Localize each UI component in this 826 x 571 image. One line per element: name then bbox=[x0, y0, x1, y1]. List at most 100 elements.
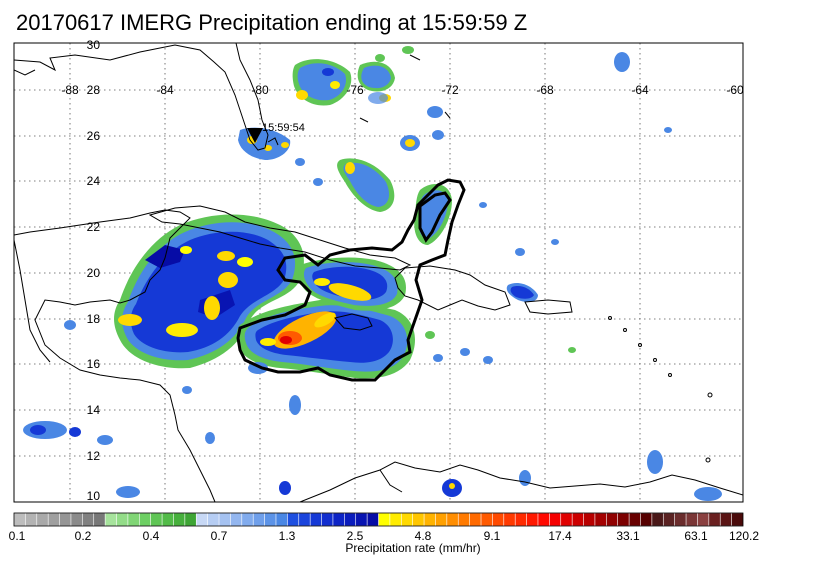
colorbar-swatch bbox=[287, 512, 300, 527]
colorbar-swatch bbox=[606, 512, 619, 527]
lat-label: 12 bbox=[87, 449, 101, 463]
colorbar-swatch bbox=[344, 512, 357, 527]
colorbar-swatch bbox=[378, 512, 391, 527]
colorbar-swatch bbox=[332, 512, 345, 527]
colorbar-swatch bbox=[309, 512, 323, 527]
lat-label: 16 bbox=[87, 357, 101, 371]
colorbar-swatch bbox=[640, 512, 653, 527]
colorbar-swatch bbox=[366, 512, 380, 527]
colorbar-swatch bbox=[719, 512, 733, 527]
colorbar-tick-label: 0.2 bbox=[75, 529, 92, 543]
colorbar-swatch bbox=[731, 512, 744, 527]
colorbar-swatch bbox=[298, 512, 311, 527]
lat-label: 22 bbox=[87, 220, 101, 234]
colorbar-swatch bbox=[617, 512, 630, 527]
colorbar-swatch bbox=[241, 512, 254, 527]
colorbar-swatch bbox=[435, 512, 448, 527]
colorbar-swatch bbox=[25, 512, 38, 527]
colorbar-swatch bbox=[651, 512, 664, 527]
colorbar-tick-label: 120.2 bbox=[729, 529, 759, 543]
colorbar-swatch bbox=[674, 512, 687, 527]
colorbar-swatch bbox=[195, 512, 209, 527]
colorbar-swatch bbox=[480, 512, 494, 527]
coastlines bbox=[14, 43, 743, 502]
lon-label: -84 bbox=[156, 83, 174, 97]
longitude-labels: -88 -84 -80 -76 -72 -68 -64 -60 bbox=[61, 83, 744, 97]
colorbar-swatch bbox=[13, 512, 26, 527]
lon-label: -60 bbox=[726, 83, 744, 97]
contour-outlines bbox=[236, 178, 466, 382]
colorbar-swatch bbox=[252, 512, 266, 527]
colorbar-swatch bbox=[139, 512, 152, 527]
marker-time-label: 15:59:54 bbox=[262, 122, 305, 134]
colorbar-swatch bbox=[104, 512, 118, 527]
lon-label: -64 bbox=[631, 83, 649, 97]
colorbar-frame bbox=[13, 512, 744, 527]
colorbar-swatch bbox=[594, 512, 607, 527]
colorbar-swatch bbox=[446, 512, 459, 527]
colorbar-ticks: 0.1 0.2 0.4 0.7 1.3 2.5 4.8 9.1 17.4 33.… bbox=[9, 529, 760, 543]
colorbar-swatch bbox=[116, 512, 129, 527]
colorbar-tick-label: 17.4 bbox=[548, 529, 572, 543]
colorbar-swatch bbox=[93, 512, 106, 527]
colorbar-swatch bbox=[685, 512, 699, 527]
map-frame bbox=[13, 42, 744, 503]
colorbar-swatch bbox=[218, 512, 232, 527]
lon-label: -80 bbox=[251, 83, 269, 97]
colorbar-swatch bbox=[150, 512, 163, 527]
colorbar-swatch bbox=[526, 512, 539, 527]
colorbar-swatch bbox=[184, 512, 197, 527]
colorbar-swatch bbox=[457, 512, 471, 527]
lon-label: -68 bbox=[536, 83, 554, 97]
lat-label: 20 bbox=[87, 266, 101, 280]
colorbar-swatch bbox=[275, 512, 288, 527]
colorbar-tick-label: 63.1 bbox=[684, 529, 708, 543]
lon-label: -88 bbox=[61, 83, 79, 97]
colorbar-swatch bbox=[560, 512, 573, 527]
colorbar-tick-label: 33.1 bbox=[616, 529, 640, 543]
lat-label: 24 bbox=[87, 174, 101, 188]
overpass-marker: 15:59:54 bbox=[247, 122, 305, 143]
lat-label: 10 bbox=[87, 489, 101, 503]
colorbar-swatch bbox=[389, 512, 402, 527]
colorbar-tick-label: 1.3 bbox=[279, 529, 296, 543]
colorbar-swatch bbox=[355, 512, 368, 527]
colorbar-swatch bbox=[469, 512, 482, 527]
lat-label: 26 bbox=[87, 129, 101, 143]
colorbar-swatch bbox=[230, 512, 243, 527]
colorbar-swatch bbox=[70, 512, 83, 527]
colorbar-swatch bbox=[492, 512, 505, 527]
colorbar-swatch bbox=[697, 512, 710, 527]
lat-label: 30 bbox=[87, 38, 101, 52]
colorbar-swatch bbox=[161, 512, 175, 527]
colorbar-swatch bbox=[583, 512, 596, 527]
lat-label: 18 bbox=[87, 312, 101, 326]
colorbar-tick-label: 0.7 bbox=[211, 529, 228, 543]
colorbar-tick-label: 2.5 bbox=[347, 529, 364, 543]
colorbar-swatch bbox=[82, 512, 95, 527]
colorbar-swatch bbox=[321, 512, 334, 527]
lat-label: 28 bbox=[87, 83, 101, 97]
colorbar-swatch bbox=[708, 512, 721, 527]
colorbar-swatch bbox=[503, 512, 516, 527]
graticule bbox=[14, 43, 743, 502]
map-title: 20170617 IMERG Precipitation ending at 1… bbox=[16, 10, 528, 35]
colorbar-swatch bbox=[549, 512, 562, 527]
colorbar-swatch bbox=[59, 512, 72, 527]
colorbar-tick-label: 4.8 bbox=[415, 529, 432, 543]
triangle-down-icon bbox=[247, 128, 263, 143]
colorbar-swatch bbox=[36, 512, 49, 527]
colorbar-swatch bbox=[537, 512, 550, 527]
colorbar-swatch bbox=[207, 512, 220, 527]
colorbar-swatch bbox=[423, 512, 437, 527]
colorbar-swatch bbox=[662, 512, 676, 527]
colorbar-swatch bbox=[264, 512, 277, 527]
lon-label: -72 bbox=[441, 83, 459, 97]
colorbar-tick-label: 0.1 bbox=[9, 529, 26, 543]
colorbar-swatch bbox=[400, 512, 414, 527]
colorbar-swatch bbox=[628, 512, 642, 527]
latitude-labels: 30 28 26 24 22 20 18 16 14 12 10 bbox=[87, 38, 101, 503]
colorbar-tick-label: 9.1 bbox=[484, 529, 501, 543]
